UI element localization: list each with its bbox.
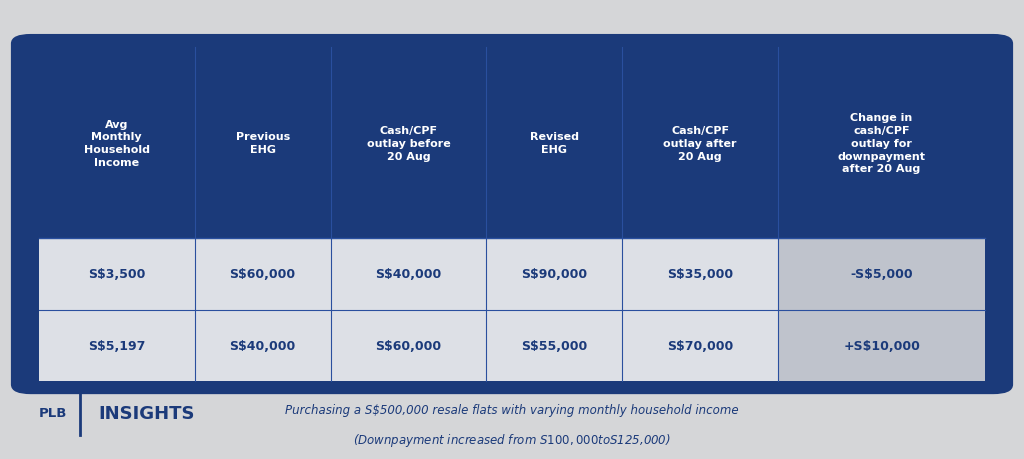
Text: S$55,000: S$55,000 bbox=[521, 339, 588, 352]
Bar bbox=[778, 48, 985, 239]
Text: Purchasing a S$500,000 resale flats with varying monthly household income: Purchasing a S$500,000 resale flats with… bbox=[286, 403, 738, 416]
Text: +S$10,000: +S$10,000 bbox=[843, 339, 920, 352]
Bar bbox=[486, 48, 623, 239]
Bar bbox=[195, 48, 331, 239]
Text: S$70,000: S$70,000 bbox=[667, 339, 733, 352]
Bar bbox=[778, 239, 985, 310]
Text: S$5,197: S$5,197 bbox=[88, 339, 145, 352]
Text: Revised
EHG: Revised EHG bbox=[529, 132, 579, 155]
Bar bbox=[486, 239, 623, 310]
Bar bbox=[39, 48, 195, 239]
FancyBboxPatch shape bbox=[12, 36, 1012, 393]
Bar bbox=[331, 48, 486, 239]
Bar bbox=[331, 310, 486, 381]
Text: INSIGHTS: INSIGHTS bbox=[98, 404, 195, 422]
Text: S$40,000: S$40,000 bbox=[376, 268, 441, 281]
Text: -S$5,000: -S$5,000 bbox=[850, 268, 913, 281]
Bar bbox=[39, 310, 195, 381]
Text: S$35,000: S$35,000 bbox=[668, 268, 733, 281]
Bar bbox=[778, 310, 985, 381]
Text: Change in
cash/CPF
outlay for
downpayment
after 20 Aug: Change in cash/CPF outlay for downpaymen… bbox=[838, 113, 926, 174]
Bar bbox=[331, 239, 486, 310]
Bar bbox=[195, 310, 331, 381]
Text: PLB: PLB bbox=[39, 407, 68, 420]
Text: S$40,000: S$40,000 bbox=[229, 339, 296, 352]
Text: Previous
EHG: Previous EHG bbox=[236, 132, 290, 155]
Text: Cash/CPF
outlay after
20 Aug: Cash/CPF outlay after 20 Aug bbox=[664, 126, 737, 161]
Text: S$3,500: S$3,500 bbox=[88, 268, 145, 281]
Bar bbox=[623, 239, 778, 310]
Text: S$60,000: S$60,000 bbox=[229, 268, 296, 281]
Bar bbox=[39, 239, 195, 310]
Bar bbox=[623, 48, 778, 239]
Text: Cash/CPF
outlay before
20 Aug: Cash/CPF outlay before 20 Aug bbox=[367, 126, 451, 161]
Text: S$60,000: S$60,000 bbox=[376, 339, 441, 352]
Bar bbox=[623, 310, 778, 381]
Bar bbox=[195, 239, 331, 310]
Text: Avg
Monthly
Household
Income: Avg Monthly Household Income bbox=[84, 119, 150, 168]
Bar bbox=[486, 310, 623, 381]
Text: S$90,000: S$90,000 bbox=[521, 268, 588, 281]
Text: (Downpayment increased from S$100,000 to S$125,000): (Downpayment increased from S$100,000 to… bbox=[353, 431, 671, 448]
